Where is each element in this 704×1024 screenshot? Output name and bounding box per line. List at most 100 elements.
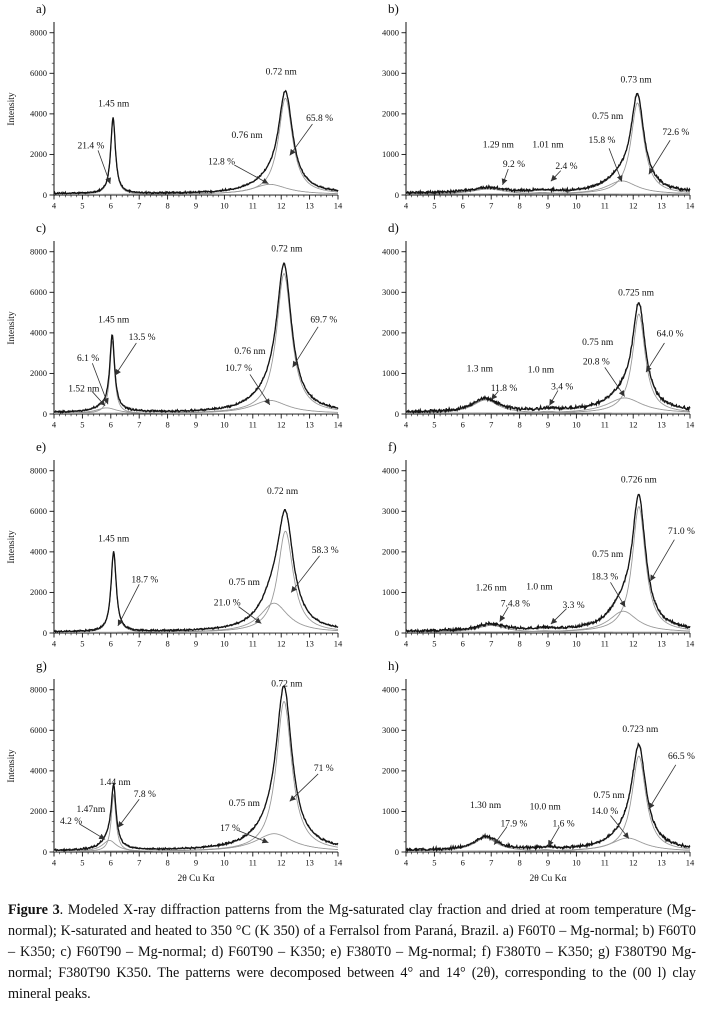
y-tick-label: 1000	[382, 587, 399, 597]
annotation-arrow	[493, 826, 508, 845]
peak-annotation: 3.4 %	[551, 382, 573, 392]
component-curve	[54, 118, 338, 195]
y-tick-label: 0	[395, 190, 399, 200]
peak-annotation: 1.0 nm	[526, 582, 553, 592]
peak-annotation: 0.76 nm	[232, 131, 264, 141]
annotation-arrow	[290, 555, 320, 593]
x-tick-label: 13	[305, 201, 314, 211]
peak-annotation: 6.1 %	[77, 354, 99, 364]
x-tick-label: 4	[52, 420, 57, 430]
annotation-arrow	[289, 123, 313, 156]
x-tick-label: 12	[277, 420, 286, 430]
x-tick-label: 4	[404, 201, 409, 211]
component-curve	[406, 755, 690, 852]
xrd-chart-g: 4 5 6 7 8 9 10 11 12 13 14 0 2000 4000 6000 8000 Intensi…	[7, 679, 343, 884]
x-tick-label: 10	[572, 639, 581, 649]
x-tick-label: 11	[249, 639, 257, 649]
peak-annotation: 4.2 %	[60, 817, 82, 827]
annotation-arrow	[114, 342, 137, 376]
peak-annotation: 1.6 %	[553, 820, 575, 830]
annotation-arrow	[550, 170, 562, 182]
annotation-arrow	[550, 608, 567, 625]
peak-annotation: 0.725 nm	[618, 288, 655, 298]
x-axis-title: 2θ Cu Kα	[530, 874, 567, 884]
peak-annotation: 0.75 nm	[592, 550, 624, 560]
annotation-arrow	[610, 815, 630, 839]
x-tick-label: 6	[461, 201, 465, 211]
x-tick-label: 5	[432, 420, 436, 430]
figure-caption-label: Figure 3	[8, 902, 60, 918]
x-tick-label: 6	[109, 201, 113, 211]
xrd-chart-e: 4 5 6 7 8 9 10 11 12 13 14 0 2000 4000 6000 8000 Intensi…	[7, 460, 343, 649]
x-tick-label: 6	[461, 639, 465, 649]
figure-panel-c: c) 4 5 6 7 8 9 10 11 12 13 14 0 2000 4000 6000 8000 Inte…	[0, 219, 352, 438]
y-tick-label: 6000	[30, 506, 47, 516]
peak-annotation: 9.2 %	[503, 160, 525, 170]
x-tick-label: 13	[305, 420, 314, 430]
x-tick-label: 14	[686, 420, 695, 430]
peak-annotation: 21.4 %	[77, 141, 104, 151]
figure-panel-b: b) 4 5 6 7 8 9 10 11 12 13 14 0 1000 2000 3000 4000 0.73…	[352, 0, 704, 219]
peak-annotation: 0.75 nm	[229, 799, 261, 809]
figure-panel-d: d) 4 5 6 7 8 9 10 11 12 13 14 0 1000 2000 3000 4000 0.72…	[352, 219, 704, 438]
peak-annotation: 0.72 nm	[271, 245, 303, 255]
y-tick-label: 2000	[382, 766, 399, 776]
peak-annotation: 1.0 nm	[528, 365, 555, 375]
y-axis-title: Intensity	[7, 311, 17, 344]
x-tick-label: 7	[489, 858, 493, 868]
x-tick-label: 5	[80, 201, 84, 211]
peak-annotation: 0.726 nm	[621, 476, 658, 486]
annotation-arrow	[610, 582, 626, 608]
x-tick-label: 4	[404, 420, 409, 430]
measured-curve	[405, 92, 691, 196]
x-tick-label: 6	[109, 420, 113, 430]
annotation-arrow	[117, 584, 140, 627]
y-tick-label: 2000	[30, 368, 47, 378]
annotation-arrow	[289, 773, 319, 802]
y-tick-label: 6000	[30, 725, 47, 735]
x-tick-label: 9	[194, 201, 198, 211]
component-curve	[54, 552, 338, 634]
y-tick-label: 4000	[30, 109, 47, 119]
annotation-arrow	[499, 606, 509, 622]
y-tick-label: 0	[395, 409, 399, 419]
y-tick-label: 1000	[382, 368, 399, 378]
panel-label-f: f)	[388, 439, 397, 454]
peak-annotation: 0.73 nm	[620, 75, 652, 85]
y-axis-title: Intensity	[7, 530, 17, 563]
x-tick-label: 9	[194, 858, 198, 868]
peak-annotation: 1.45 nm	[98, 534, 130, 544]
x-tick-label: 13	[657, 201, 666, 211]
x-tick-label: 4	[52, 858, 57, 868]
y-tick-label: 8000	[30, 685, 47, 695]
x-tick-label: 11	[601, 639, 609, 649]
x-tick-label: 10	[220, 858, 229, 868]
x-tick-label: 10	[572, 858, 581, 868]
y-tick-label: 3000	[382, 287, 399, 297]
peak-annotation: 58.3 %	[312, 546, 339, 556]
x-tick-label: 5	[432, 201, 436, 211]
peak-annotation: 69.7 %	[310, 316, 337, 326]
y-tick-label: 3000	[382, 68, 399, 78]
panel-label-h: h)	[388, 658, 399, 673]
annotation-arrow	[292, 326, 319, 368]
peak-annotation: 0.72 nm	[266, 67, 298, 77]
component-curve	[406, 313, 691, 414]
fit-sum-curve	[54, 685, 339, 851]
peak-annotation: 21.0 %	[214, 599, 241, 609]
figure-panel-e: e) 4 5 6 7 8 9 10 11 12 13 14 0 2000 4000 6000 8000 Inte…	[0, 438, 352, 657]
annotation-arrow	[92, 391, 106, 407]
peak-annotation: 0.75 nm	[229, 578, 261, 588]
peak-annotation: 7.4.8 %	[501, 599, 530, 609]
peak-annotation: 18.3 %	[591, 573, 618, 583]
y-tick-label: 2000	[30, 149, 47, 159]
x-tick-label: 8	[517, 420, 521, 430]
measured-curve	[405, 742, 691, 854]
figure-panel-h: h) 4 5 6 7 8 9 10 11 12 13 14 0 1000 2000 3000 4000 2θ C…	[352, 657, 704, 894]
x-tick-label: 12	[629, 858, 638, 868]
peak-annotation: 1.3 nm	[467, 365, 494, 375]
panel-label-g: g)	[36, 658, 47, 673]
y-tick-label: 2000	[30, 587, 47, 597]
peak-annotation: 0.76 nm	[234, 347, 266, 357]
